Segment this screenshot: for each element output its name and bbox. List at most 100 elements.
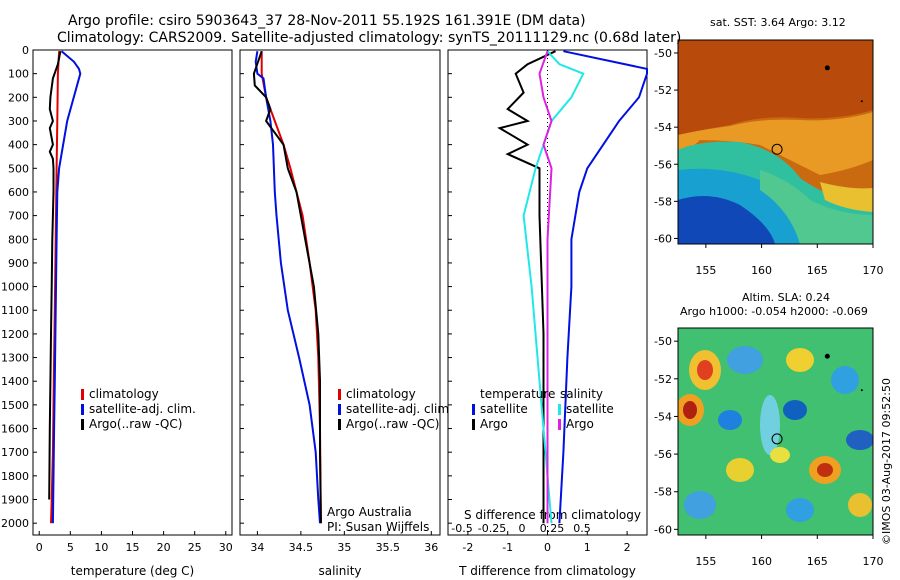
legend-swatch [338, 389, 341, 400]
legend-label: Argo [566, 417, 594, 431]
y-tick-label: 300 [8, 115, 29, 128]
float-track-marker [860, 100, 863, 103]
differences-panel: -2 -1 0 1 2 T difference from climatology -0.5… [447, 49, 648, 578]
legend-swatch [472, 404, 475, 415]
series-line-argo-raw-qc- [252, 50, 322, 524]
map-y-tick-label: -60 [654, 523, 672, 536]
sla-map-field [678, 328, 873, 535]
legend-label: climatology [89, 387, 159, 401]
map-y-tick-label: -58 [654, 195, 672, 208]
float-track-marker [824, 65, 830, 71]
y-tick-label: 1800 [1, 470, 29, 483]
sst-map-field [678, 40, 873, 244]
profile-location-marker [771, 143, 783, 155]
float-track-marker [860, 389, 863, 392]
map-x-tick-label: 155 [695, 555, 716, 568]
map-x-tick-label: 155 [695, 264, 716, 277]
legend-swatch [338, 404, 341, 415]
x-tick-label: -2 [462, 541, 473, 554]
x-tick-label: 15 [126, 541, 140, 554]
legend-swatch [472, 419, 475, 430]
series-line-temperature-satellite [558, 50, 648, 524]
map-y-tick-label: -56 [654, 158, 672, 171]
legend-swatch [338, 419, 341, 430]
x-axis-label: salinity [318, 564, 361, 578]
map-y-tick-label: -56 [654, 448, 672, 461]
top-scale-tick-label: 0.25 [540, 522, 565, 535]
legend-swatch [558, 419, 561, 430]
map-x-tick-label: 170 [863, 555, 884, 568]
x-tick-label: 10 [94, 541, 108, 554]
series-line-satellite-adj-clim- [254, 51, 321, 524]
x-tick-label: 34.5 [289, 541, 314, 554]
top-axis-label: S difference from climatology [464, 508, 641, 522]
map-x-tick-label: 160 [751, 555, 772, 568]
legend-swatch [81, 389, 84, 400]
y-tick-label: 1700 [1, 446, 29, 459]
series-line-salinity-satellite [522, 50, 585, 524]
y-tick-label: 1500 [1, 399, 29, 412]
series-line-salinity-argo [538, 50, 553, 524]
y-tick-label: 1000 [1, 281, 29, 294]
map-y-tick-label: -52 [654, 84, 672, 97]
footer-pi: PI: Susan Wijffels [327, 520, 430, 534]
top-scale-tick-label: 0.5 [573, 522, 591, 535]
x-tick-label: 2 [624, 541, 631, 554]
legend-swatch [81, 419, 84, 430]
legend-title-temperature: temperature [480, 387, 555, 401]
footer-institution: Argo Australia [327, 505, 412, 519]
legend-label: Argo(..raw -QC) [89, 417, 182, 431]
temperature-axes-frame [32, 49, 233, 536]
x-tick-label: 5 [67, 541, 74, 554]
sst-map-title: sat. SST: 3.64 Argo: 3.12 [710, 16, 846, 29]
top-scale-tick-label: 0 [519, 522, 526, 535]
x-axis-label: T difference from climatology [458, 564, 636, 578]
y-tick-label: 2000 [1, 517, 29, 530]
map-x-tick-label: 165 [807, 264, 828, 277]
map-y-tick-label: -54 [654, 121, 672, 134]
profile-location-marker [771, 433, 783, 445]
legend-label: Argo [480, 417, 508, 431]
y-tick-label: 600 [8, 186, 29, 199]
y-tick-label: 900 [8, 257, 29, 270]
sla-map-subtitle: Argo h1000: -0.054 h2000: -0.069 [680, 305, 868, 318]
x-tick-label: 30 [219, 541, 233, 554]
sla-map-axes: 155 160 165 170 -50 -52 -54 -56 -58 -60 [654, 327, 884, 568]
x-axis-label: temperature (deg C) [71, 564, 194, 578]
map-y-tick-label: -52 [654, 373, 672, 386]
temperature-panel: 0100200300400500600700800900100011001200… [1, 44, 233, 578]
map-y-tick-label: -54 [654, 410, 672, 423]
salinity-panel: 34 34.5 35 35.5 36 salinity climatologysatelli… [239, 49, 453, 578]
x-tick-label: 35.5 [376, 541, 401, 554]
y-tick-label: 1200 [1, 328, 29, 341]
top-scale-tick-label: -0.5 [451, 522, 472, 535]
x-tick-label: 36 [424, 541, 438, 554]
legend-title-salinity: salinity [560, 387, 603, 401]
map-x-tick-label: 170 [863, 264, 884, 277]
sst-map-frame [677, 39, 874, 245]
map-x-tick-label: 165 [807, 555, 828, 568]
map-x-tick-label: 160 [751, 264, 772, 277]
y-tick-label: 500 [8, 162, 29, 175]
legend-label: satellite [566, 402, 614, 416]
y-tick-label: 1900 [1, 494, 29, 507]
x-tick-label: -1 [502, 541, 513, 554]
y-tick-label: 0 [22, 44, 29, 57]
y-tick-label: 700 [8, 210, 29, 223]
legend-swatch [558, 404, 561, 415]
y-tick-label: 1400 [1, 375, 29, 388]
y-tick-label: 1100 [1, 304, 29, 317]
x-tick-label: 1 [584, 541, 591, 554]
legend-label: satellite-adj. clim. [346, 402, 453, 416]
legend-label: Argo(..raw -QC) [346, 417, 439, 431]
float-track-marker [824, 353, 830, 359]
y-tick-label: 100 [8, 68, 29, 81]
legend-swatch [81, 404, 84, 415]
series-line-satellite-adj-clim- [51, 50, 82, 524]
top-scale-tick-label: -0.25 [478, 522, 506, 535]
credit-text: ©IMOS 03-Aug-2017 09:52:50 [880, 378, 893, 545]
map-y-tick-label: -60 [654, 232, 672, 245]
x-tick-label: 34 [250, 541, 264, 554]
legend-label: satellite [480, 402, 528, 416]
